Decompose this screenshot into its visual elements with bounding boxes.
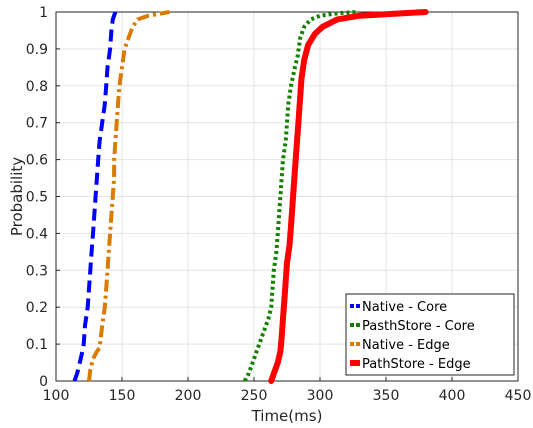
y-tick-label: 0.1 [26, 337, 48, 353]
x-tick-label: 250 [241, 388, 268, 404]
y-axis-label: Probability [8, 157, 26, 236]
grid-layer [55, 11, 519, 382]
x-tick-label: 450 [505, 388, 532, 404]
series-line-1 [72, 11, 118, 382]
legend-label: PathStore - Edge [362, 357, 471, 372]
y-tick-label: 0.7 [26, 116, 48, 132]
y-tick-label: 0 [39, 374, 48, 390]
legend-box [345, 293, 515, 376]
x-axis-label: Time(ms) [251, 407, 323, 425]
x-tick-label: 400 [439, 388, 466, 404]
series-line-4 [268, 9, 429, 384]
y-tick-label: 0.2 [26, 300, 48, 316]
legend-label: Native - Core [362, 300, 447, 315]
y-tick-label: 0.5 [26, 190, 48, 206]
y-tick-label: 0.9 [26, 42, 48, 58]
series-line-3 [87, 10, 170, 382]
series-line-2 [243, 10, 358, 382]
y-tick-label: 0.8 [26, 79, 48, 95]
legend-label: PasthStore - Core [362, 319, 475, 334]
x-tick-label: 150 [109, 388, 136, 404]
y-tick-label: 1 [39, 5, 48, 21]
y-tick-label: 0.4 [26, 226, 48, 242]
x-tick-label: 300 [307, 388, 334, 404]
x-tick-label: 100 [43, 388, 70, 404]
legend-label: Native - Edge [362, 338, 450, 353]
y-tick-label: 0.3 [26, 263, 48, 279]
x-tick-label: 350 [373, 388, 400, 404]
legend: Native - Core PasthStore - Core Native - E… [345, 293, 515, 376]
x-tick-label: 200 [175, 388, 202, 404]
series-layer [72, 9, 429, 384]
tick-layer: 100 150 200 250 300 350 400 450 0 0.1 0.2 0.3 0.4 0.5… [26, 5, 532, 404]
y-tick-label: 0.6 [26, 153, 48, 169]
